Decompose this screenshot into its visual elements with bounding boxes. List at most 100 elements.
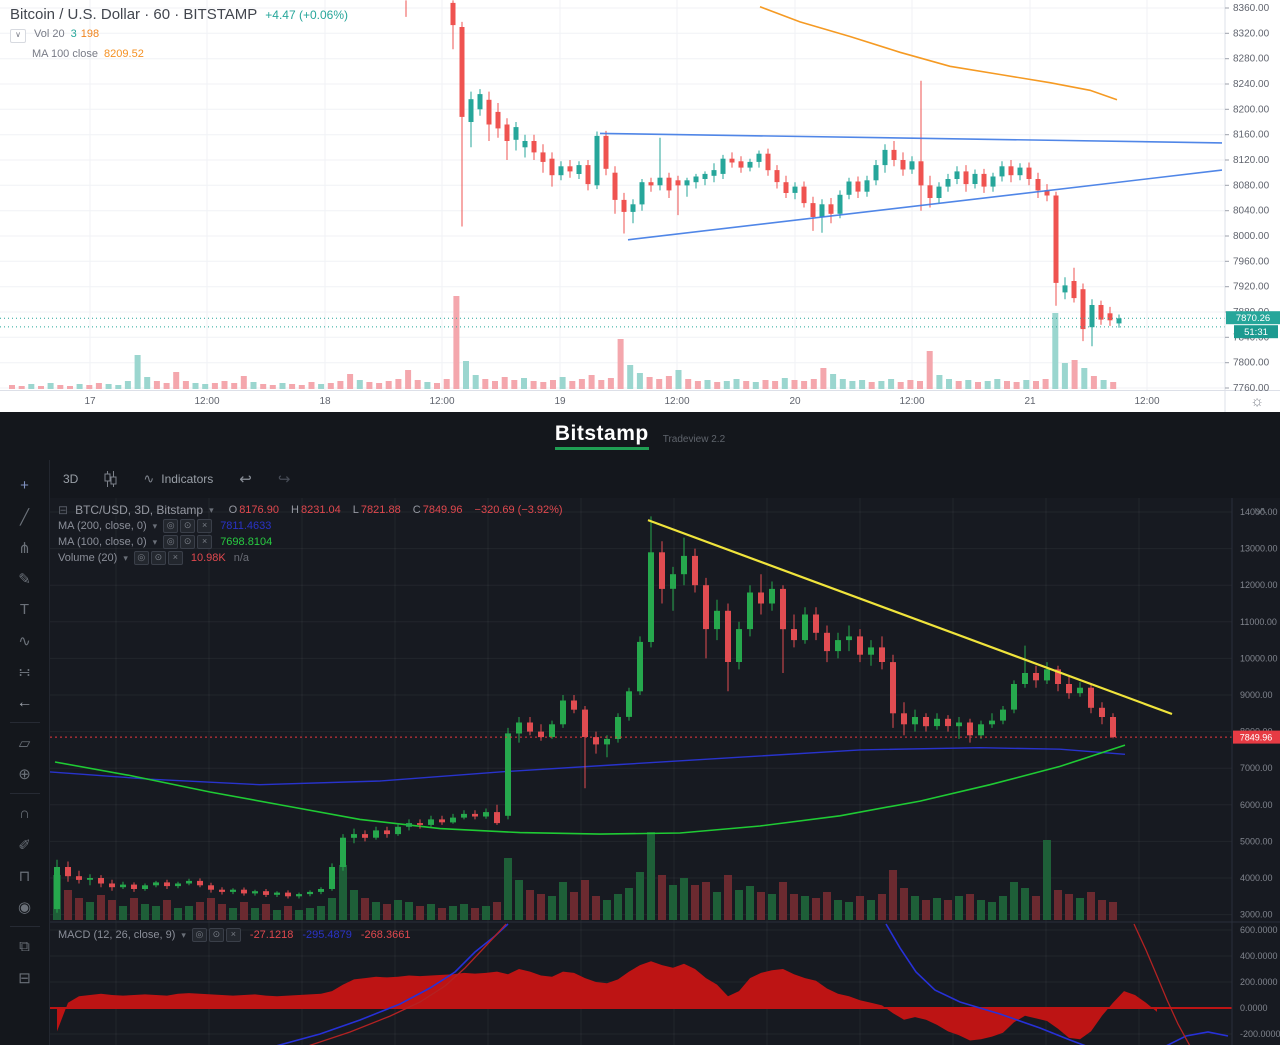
top-chart-canvas[interactable]: 8360.00 8320.00 8280.00 8240.00 8200.00 8160.… [0, 0, 1280, 412]
redo-button[interactable]: ↪ [277, 471, 291, 488]
symbol-dropdown[interactable]: BTC/USD, 3D, Bitstamp [75, 503, 204, 517]
sidebar-divider [9, 793, 40, 794]
close-icon[interactable]: × [167, 551, 183, 565]
chevron-down-icon[interactable]: ∨ [10, 29, 26, 43]
price-badge: 7870.26 51:31 [1226, 311, 1280, 339]
undo-button[interactable]: ↩ [239, 471, 252, 488]
object-tree-tool-icon[interactable]: ⧉ [19, 938, 30, 955]
svg-text:8160.00: 8160.00 [1233, 130, 1270, 141]
forecast-tool-icon[interactable]: ∺ [18, 663, 31, 681]
tradeview-version: Tradeview 2.2 [662, 433, 726, 445]
trend-line-tool-icon[interactable]: ╱ [19, 508, 30, 526]
crosshair-tool-icon[interactable]: + [20, 477, 29, 494]
volume-controls: ◎ ⊙ × [133, 551, 183, 565]
ma100-label[interactable]: MA (100, close, 0) [58, 536, 147, 548]
svg-text:400.0000: 400.0000 [1240, 951, 1278, 961]
magnet-tool-icon[interactable]: ∩ [19, 805, 30, 822]
zoom-in-tool-icon[interactable]: ⊕ [18, 765, 31, 783]
volume-label[interactable]: Volume (20) [58, 552, 118, 564]
macd-line [885, 923, 1086, 1045]
svg-text:-200.0000: -200.0000 [1240, 1029, 1280, 1039]
time-axis[interactable]: 17 12:00 18 12:00 19 12:00 20 12:00 21 12:00 [84, 396, 1160, 407]
svg-text:12:00: 12:00 [1134, 396, 1159, 407]
ma100-line [54, 744, 1126, 835]
svg-text:8040.00: 8040.00 [1233, 206, 1270, 217]
svg-text:0.0000: 0.0000 [1240, 1003, 1268, 1013]
svg-text:4000.00: 4000.00 [1240, 873, 1273, 883]
svg-text:12:00: 12:00 [429, 396, 454, 407]
ma-indicator-label[interactable]: MA 100 close [32, 48, 99, 60]
macd-label[interactable]: MACD (12, 26, close, 9) [58, 929, 176, 941]
hide-all-tool-icon[interactable]: ◉ [17, 898, 32, 916]
chart-style-button[interactable] [91, 471, 130, 487]
ma200-controls: ◎ ⊙ × [163, 519, 213, 533]
svg-text:600.0000: 600.0000 [1240, 925, 1278, 935]
top-chart-panel: 8360.00 8320.00 8280.00 8240.00 8200.00 8160.… [0, 0, 1280, 412]
price-badge: 7849.96 [1233, 730, 1280, 744]
macd-legend: MACD (12, 26, close, 9) ▾ ◎ ⊙ × -27.1218 -… [58, 928, 411, 942]
svg-text:21: 21 [1024, 396, 1036, 407]
ma200-label[interactable]: MA (200, close, 0) [58, 520, 147, 532]
svg-text:9000.00: 9000.00 [1240, 690, 1273, 700]
text-tool-icon[interactable]: T [19, 601, 30, 618]
interval-button[interactable]: 3D [63, 472, 79, 486]
remove-drawings-tool-icon[interactable]: ⊟ [18, 969, 31, 987]
price-axis[interactable]: 14000.00 13000.00 12000.00 11000.00 10000.00… [1231, 498, 1280, 1045]
trendlines-layer[interactable] [599, 132, 1223, 241]
volume-layer [9, 296, 1117, 389]
svg-text:7870.26: 7870.26 [1236, 313, 1270, 324]
ma100-value: 7698.8104 [220, 536, 273, 548]
svg-text:12:00: 12:00 [664, 396, 689, 407]
eye-icon[interactable]: ◎ [191, 928, 207, 942]
bottom-chart-legend: ⊟ BTC/USD, 3D, Bitstamp ▾ O 8176.90 H 8231… [58, 503, 563, 565]
gear-icon[interactable]: ⊙ [180, 535, 196, 549]
descending-trendline[interactable] [647, 519, 1173, 716]
grid-layer [0, 0, 1225, 390]
macd-value-1: -27.1218 [249, 929, 294, 941]
gear-icon[interactable]: ⊙ [208, 928, 224, 942]
svg-text:8000.00: 8000.00 [1233, 231, 1270, 242]
close-icon[interactable]: × [225, 928, 241, 942]
chart-toolbar: 3D ∿ Indicators ↩ ↪ [50, 460, 1280, 498]
volume-indicator-label[interactable]: Vol 20 [34, 28, 65, 40]
drawing-tools-sidebar: + ╱ ⋔ ✎ T ∿ ∺ ← ▱ ⊕ ∩ ✐ ⊓ ◉ ⧉ ⊟ [0, 460, 50, 1045]
collapse-legend-icon[interactable]: ⊟ [58, 503, 69, 517]
close-icon[interactable]: × [197, 519, 213, 533]
collapse-pane-icon[interactable]: ↘↖ [1253, 506, 1268, 517]
ma100-line [759, 5, 1118, 101]
ruler-tool-icon[interactable]: ▱ [18, 734, 31, 752]
svg-text:19: 19 [554, 396, 566, 407]
xabcd-pattern-tool-icon[interactable]: ∿ [18, 632, 31, 650]
brush-tool-icon[interactable]: ✎ [18, 570, 31, 588]
bottom-chart-canvas[interactable]: 14000.00 13000.00 12000.00 11000.00 10000.00… [50, 498, 1280, 1045]
macd-value-2: -295.4879 [302, 929, 352, 941]
eye-icon[interactable]: ◎ [163, 535, 179, 549]
svg-text:10000.00: 10000.00 [1240, 653, 1278, 663]
ma200-line [50, 746, 1126, 786]
gear-icon[interactable]: ⊙ [150, 551, 166, 565]
svg-text:8240.00: 8240.00 [1233, 79, 1270, 90]
indicators-button[interactable]: ∿ Indicators [143, 471, 214, 486]
drawing-lock-tool-icon[interactable]: ✐ [18, 836, 31, 854]
svg-text:8360.00: 8360.00 [1233, 3, 1270, 14]
svg-text:200.0000: 200.0000 [1240, 977, 1278, 987]
sidebar-divider [9, 722, 40, 723]
lock-all-tool-icon[interactable]: ⊓ [18, 867, 31, 885]
pitchfork-tool-icon[interactable]: ⋔ [18, 539, 31, 557]
gear-icon[interactable]: ⊙ [180, 519, 196, 533]
svg-text:8120.00: 8120.00 [1233, 155, 1270, 166]
symbol-title[interactable]: Bitcoin / U.S. Dollar · 60 · BITSTAMP [10, 6, 258, 23]
macd-line [1166, 1031, 1229, 1045]
svg-text:7800.00: 7800.00 [1233, 358, 1270, 369]
ohlc-readout: O 8176.90 H 8231.04 L 7821.88 C 7849.96 −320… [228, 504, 563, 516]
caret-down-icon[interactable]: ▾ [209, 504, 214, 515]
eye-icon[interactable]: ◎ [133, 551, 149, 565]
ma200-value: 7811.4633 [220, 520, 272, 532]
arrow-back-tool-icon[interactable]: ← [16, 693, 33, 711]
macd-value-3: -268.3661 [360, 929, 411, 941]
eye-icon[interactable]: ◎ [163, 519, 179, 533]
svg-text:17: 17 [84, 396, 96, 407]
volume-value-a: 3 [70, 28, 77, 40]
close-icon[interactable]: × [197, 535, 213, 549]
settings-gear-icon[interactable]: ☼ [1250, 393, 1264, 410]
